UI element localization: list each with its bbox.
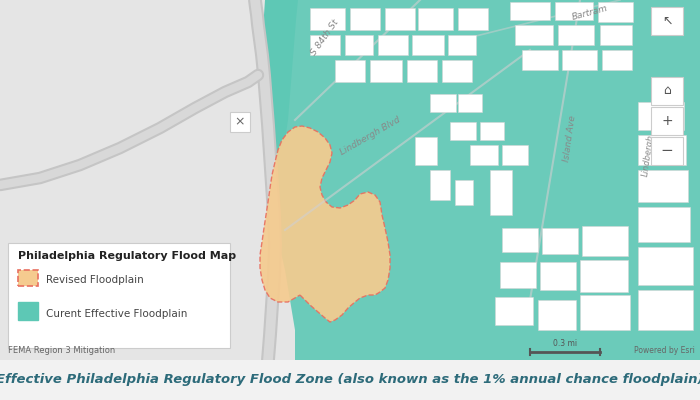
Text: Lindbergh Blvd: Lindbergh Blvd [338, 115, 402, 157]
Text: Revised Floodplain: Revised Floodplain [46, 275, 144, 285]
Polygon shape [542, 228, 578, 254]
Polygon shape [562, 50, 597, 70]
Text: Effective Philadelphia Regulatory Flood Zone (also known as the 1% annual chance: Effective Philadelphia Regulatory Flood … [0, 372, 700, 386]
Polygon shape [598, 2, 633, 22]
Polygon shape [458, 94, 482, 112]
Polygon shape [430, 94, 456, 112]
Polygon shape [638, 290, 693, 330]
Polygon shape [335, 60, 365, 82]
Text: ×: × [234, 116, 245, 128]
Polygon shape [490, 170, 512, 215]
Polygon shape [385, 8, 415, 30]
FancyBboxPatch shape [651, 107, 683, 135]
Polygon shape [502, 145, 528, 165]
FancyBboxPatch shape [651, 7, 683, 35]
Polygon shape [345, 35, 373, 55]
Polygon shape [515, 25, 553, 45]
Polygon shape [638, 135, 686, 165]
Polygon shape [580, 295, 630, 330]
Polygon shape [502, 228, 538, 252]
Polygon shape [260, 126, 390, 322]
Text: Bartram: Bartram [571, 4, 609, 22]
Polygon shape [580, 260, 628, 292]
Polygon shape [500, 262, 536, 288]
FancyBboxPatch shape [8, 243, 230, 348]
Text: 0.3 mi: 0.3 mi [553, 339, 577, 348]
Text: FEMA Region 3 Mitigation: FEMA Region 3 Mitigation [8, 346, 116, 355]
Polygon shape [430, 170, 450, 200]
Text: Lindbergh: Lindbergh [640, 134, 655, 177]
Polygon shape [0, 0, 295, 360]
FancyBboxPatch shape [651, 137, 683, 165]
Polygon shape [188, 0, 298, 162]
Polygon shape [407, 60, 437, 82]
Polygon shape [582, 226, 628, 256]
Polygon shape [350, 8, 380, 30]
Polygon shape [538, 300, 576, 330]
Polygon shape [378, 35, 408, 55]
Polygon shape [638, 102, 684, 130]
Polygon shape [638, 170, 688, 202]
Polygon shape [442, 60, 472, 82]
Polygon shape [602, 50, 632, 70]
Polygon shape [18, 302, 38, 320]
Polygon shape [310, 8, 345, 30]
Polygon shape [0, 0, 700, 360]
Polygon shape [448, 35, 476, 55]
Polygon shape [555, 2, 593, 20]
Polygon shape [415, 137, 437, 165]
Polygon shape [495, 297, 533, 325]
Polygon shape [18, 270, 38, 286]
Polygon shape [638, 247, 693, 285]
Text: Powered by Esri: Powered by Esri [634, 346, 695, 355]
Text: ↖: ↖ [662, 14, 672, 28]
Polygon shape [0, 0, 700, 360]
Polygon shape [600, 25, 632, 45]
Polygon shape [558, 25, 594, 45]
Polygon shape [418, 8, 453, 30]
Polygon shape [310, 35, 340, 55]
Polygon shape [522, 50, 558, 70]
Text: ⌂: ⌂ [663, 84, 671, 98]
Polygon shape [540, 262, 576, 290]
Text: Island Ave: Island Ave [562, 114, 578, 162]
Polygon shape [480, 122, 504, 140]
Text: Philadelphia Regulatory Flood Map: Philadelphia Regulatory Flood Map [18, 251, 236, 261]
Text: Curent Effective Floodplain: Curent Effective Floodplain [46, 309, 188, 319]
Polygon shape [450, 122, 476, 140]
Polygon shape [412, 35, 444, 55]
Polygon shape [458, 8, 488, 30]
FancyBboxPatch shape [651, 77, 683, 105]
FancyBboxPatch shape [230, 112, 250, 132]
Text: S 84th St: S 84th St [309, 18, 341, 57]
Polygon shape [638, 207, 690, 242]
Polygon shape [370, 60, 402, 82]
Text: +: + [662, 114, 673, 128]
Polygon shape [470, 145, 498, 165]
Text: −: − [661, 144, 673, 158]
Polygon shape [510, 2, 550, 20]
Polygon shape [455, 180, 473, 205]
